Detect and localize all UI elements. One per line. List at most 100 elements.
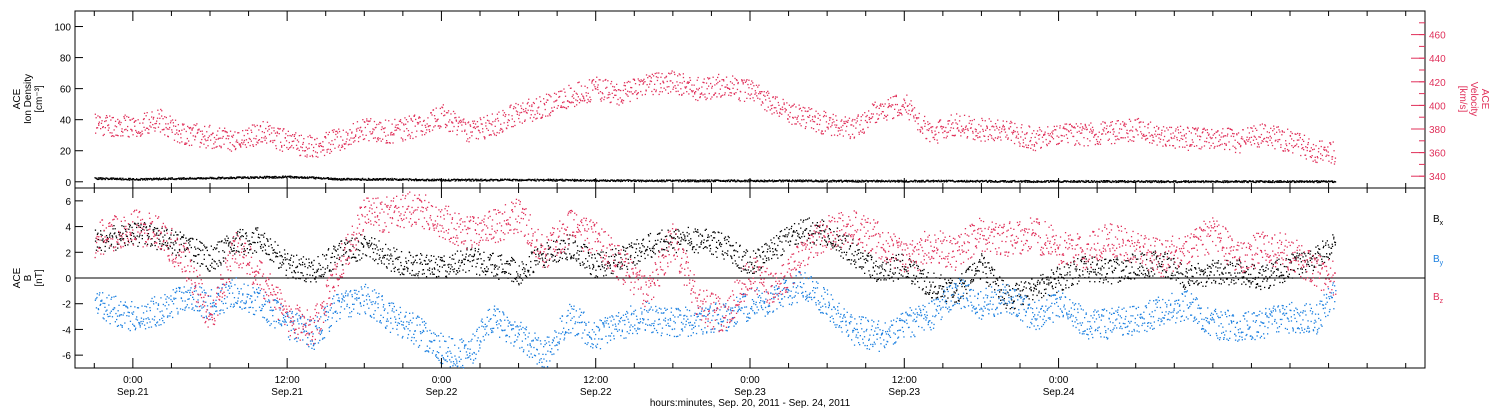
velocity-point (245, 139, 248, 141)
velocity-point (1059, 127, 1061, 129)
density-point (1172, 181, 1174, 183)
velocity-point (866, 114, 868, 117)
velocity-point (422, 130, 424, 133)
velocity-point (555, 93, 557, 95)
velocity-point (893, 117, 895, 119)
velocity-point (851, 133, 854, 135)
velocity-point (981, 119, 984, 122)
velocity-point (368, 140, 370, 142)
density-point (593, 179, 595, 181)
velocity-point (1177, 126, 1179, 128)
density-point (650, 180, 652, 182)
velocity-point (580, 85, 583, 87)
density-point (1255, 181, 1257, 184)
density-point (460, 179, 462, 181)
velocity-point (1042, 141, 1044, 143)
velocity-point (1176, 136, 1178, 139)
velocity-point (773, 107, 775, 109)
density-point (455, 179, 457, 182)
bx-point (150, 243, 153, 245)
velocity-point (597, 84, 599, 86)
velocity-point (1197, 127, 1199, 129)
velocity-point (766, 110, 768, 112)
velocity-point (760, 104, 762, 106)
velocity-point (1266, 131, 1268, 133)
density-point (116, 178, 118, 181)
velocity-point (422, 120, 425, 122)
density-point (655, 180, 657, 182)
velocity-point (556, 99, 558, 101)
velocity-point (1104, 121, 1106, 124)
velocity-point (1273, 128, 1275, 130)
velocity-point (762, 102, 764, 104)
velocity-point (334, 147, 336, 149)
density-point (1333, 180, 1335, 183)
density-point (250, 176, 253, 178)
density-point (865, 179, 867, 182)
velocity-point (937, 121, 940, 123)
density-point (1028, 181, 1030, 183)
bx-point (97, 238, 100, 241)
velocity-point (1215, 131, 1217, 133)
density-point (423, 179, 426, 181)
velocity-point (502, 109, 504, 112)
density-point (1029, 180, 1031, 182)
density-point (1195, 181, 1197, 183)
velocity-point (1201, 146, 1203, 148)
density-point (707, 181, 709, 183)
velocity-point (742, 81, 744, 84)
velocity-point (320, 151, 322, 153)
velocity-point (352, 123, 354, 125)
velocity-point (1118, 138, 1120, 141)
velocity-point (1252, 139, 1255, 141)
velocity-point (1124, 125, 1126, 128)
velocity-point (865, 116, 867, 118)
density-point (230, 176, 232, 178)
velocity-point (997, 119, 999, 121)
velocity-point (264, 135, 266, 138)
density-tick-label: 100 (54, 23, 71, 34)
velocity-point (549, 114, 551, 117)
velocity-point (1295, 133, 1297, 135)
density-point (885, 180, 887, 182)
velocity-point (104, 127, 106, 129)
density-point (556, 180, 558, 182)
density-point (972, 181, 974, 183)
velocity-point (123, 116, 125, 118)
velocity-point (1245, 143, 1247, 145)
velocity-point (1237, 141, 1239, 143)
velocity-point (436, 120, 438, 122)
velocity-point (364, 126, 366, 129)
velocity-point (793, 103, 795, 105)
velocity-point (683, 80, 685, 83)
velocity-point (171, 119, 174, 121)
velocity-point (137, 132, 139, 134)
density-point (1049, 180, 1051, 182)
density-point (477, 178, 479, 181)
density-point (791, 181, 793, 183)
velocity-point (138, 132, 141, 134)
velocity-point (115, 134, 117, 136)
density-point (1022, 180, 1024, 182)
density-point (775, 180, 777, 183)
density-point (382, 179, 385, 181)
velocity-point (1083, 137, 1085, 139)
velocity-point (199, 141, 202, 144)
velocity-point (1286, 144, 1288, 147)
density-point (142, 179, 144, 181)
density-point (1007, 181, 1010, 183)
density-point (570, 180, 572, 182)
velocity-point (1010, 139, 1012, 141)
density-point (971, 180, 973, 182)
velocity-point (897, 115, 899, 117)
velocity-point (407, 121, 409, 123)
velocity-point (376, 123, 378, 126)
velocity-point (1070, 129, 1072, 131)
density-point (510, 179, 512, 182)
velocity-point (993, 139, 995, 142)
velocity-point (514, 107, 517, 109)
density-point (244, 176, 246, 178)
velocity-point (561, 90, 563, 92)
velocity-point (1183, 134, 1186, 136)
density-point (1026, 180, 1029, 182)
